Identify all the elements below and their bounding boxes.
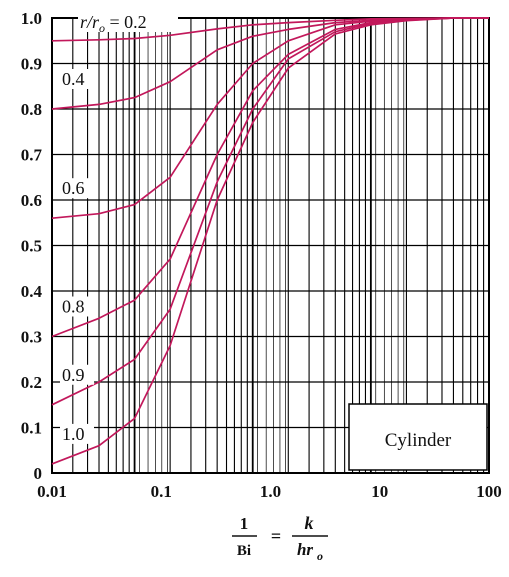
y-tick-label: 0.4 (21, 282, 43, 301)
x-tick-label: 10 (371, 482, 388, 501)
y-tick-label: 0.1 (21, 419, 42, 438)
curves (51, 17, 489, 465)
curve-series (51, 17, 489, 465)
annotation-box (348, 403, 488, 471)
param-label-equals: = (105, 12, 124, 32)
x-tick-label: 100 (476, 482, 502, 501)
curve-label-bg (60, 423, 94, 444)
curve-series (51, 17, 489, 406)
param-label-symbol: r/r (80, 12, 100, 32)
xlabel-numerator-right: k (305, 513, 314, 533)
x-tick-label: 1.0 (260, 482, 281, 501)
curve-label: 1.0 (62, 424, 85, 444)
y-tick-label: 0.6 (21, 191, 42, 210)
curve-series (51, 17, 489, 338)
curve-labels: 0.4 0.6 0.8 0.9 1.0 (60, 69, 94, 444)
param-label-subscript: o (99, 21, 105, 35)
y-tick-label: 1.0 (21, 9, 42, 28)
y-tick-label: 0.9 (21, 55, 42, 74)
curve-label: 0.8 (62, 297, 85, 317)
param-label-text: r/ro = 0.2 (80, 12, 147, 35)
curve-label: 0.4 (62, 69, 85, 89)
curve-series (51, 17, 489, 220)
xlabel-numerator-left: 1 (240, 514, 249, 533)
y-tick-label: 0.8 (21, 100, 42, 119)
x-tick-label: 0.1 (151, 482, 172, 501)
curve-label-bg (60, 69, 94, 89)
curve-label-bg (60, 364, 94, 385)
plot-frame (51, 17, 490, 474)
param-label: r/ro = 0.2 (78, 10, 178, 35)
y-tick-label: 0.2 (21, 373, 42, 392)
curve-label: 0.6 (62, 178, 85, 198)
curve-label: 0.9 (62, 365, 85, 385)
y-tick-label: 0 (34, 464, 43, 483)
xlabel-denominator-left: Bi (237, 543, 251, 559)
x-axis-label: 1 Bi = k hr o (232, 513, 328, 563)
tick-labels: 0 0.1 0.2 0.3 0.4 0.5 0.6 0.7 0.8 0.9 1.0 0.01 0.1 1.… (21, 9, 502, 501)
y-tick-label: 0.3 (21, 328, 42, 347)
x-tick-label: 0.01 (37, 482, 67, 501)
xlabel-denominator-right-subscript: o (317, 549, 323, 563)
curve-label-bg (60, 296, 94, 317)
annotation-label: Cylinder (385, 430, 452, 451)
param-label-bg (78, 10, 178, 32)
curve-label-bg (60, 178, 94, 199)
xlabel-equals: = (271, 526, 281, 546)
y-tick-label: 0.7 (21, 146, 43, 165)
grid (52, 18, 489, 473)
y-tick-label: 0.5 (21, 237, 42, 256)
param-label-value: 0.2 (124, 12, 147, 32)
xlabel-denominator-right: hr (297, 540, 313, 559)
